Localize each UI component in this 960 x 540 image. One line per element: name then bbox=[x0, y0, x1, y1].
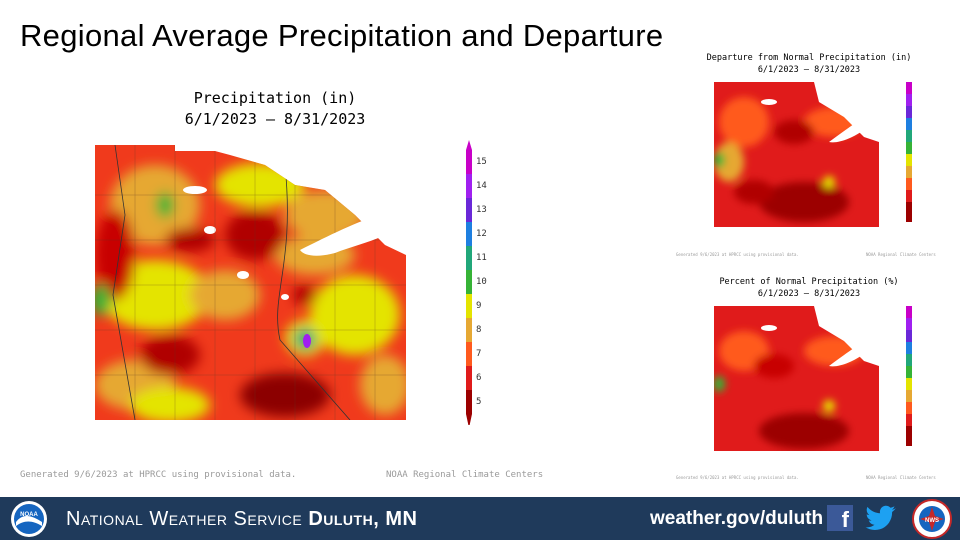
departure-map-legend bbox=[906, 82, 912, 222]
legend-swatch bbox=[466, 246, 472, 270]
legend-swatch bbox=[466, 366, 472, 390]
legend-swatch bbox=[466, 222, 472, 246]
legend-label-11: 11 bbox=[476, 253, 487, 263]
legend-label-12: 12 bbox=[476, 229, 487, 239]
departure-map bbox=[714, 82, 879, 227]
percent-map-title: Percent of Normal Precipitation (%) 6/1/… bbox=[700, 276, 918, 300]
departure-generated-note: Generated 9/6/2023 at HPRCC using provis… bbox=[676, 252, 799, 257]
slide-title: Regional Average Precipitation and Depar… bbox=[20, 18, 664, 53]
legend-swatch bbox=[466, 150, 472, 174]
noaa-logo-icon[interactable]: NOAA bbox=[10, 500, 48, 538]
legend-swatch bbox=[466, 198, 472, 222]
legend-label-6: 6 bbox=[476, 373, 482, 383]
legend-swatch bbox=[466, 390, 472, 414]
twitter-icon[interactable] bbox=[865, 505, 897, 531]
facebook-icon[interactable]: f bbox=[827, 505, 853, 531]
legend-arrow-bottom bbox=[466, 414, 472, 425]
legend-label-13: 13 bbox=[476, 205, 487, 215]
legend-label-10: 10 bbox=[476, 277, 487, 287]
legend-label-5: 5 bbox=[476, 397, 482, 407]
legend-swatch bbox=[466, 318, 472, 342]
main-map-source-note: NOAA Regional Climate Centers bbox=[386, 470, 544, 480]
legend-label-14: 14 bbox=[476, 181, 487, 191]
departure-map-title: Departure from Normal Precipitation (in)… bbox=[700, 52, 918, 76]
noaa-logo-text: NOAA bbox=[20, 512, 38, 518]
legend-swatch bbox=[466, 342, 472, 366]
footer-website-link[interactable]: weather.gov/duluth bbox=[650, 508, 824, 529]
main-map-title-line2: 6/1/2023 – 8/31/2023 bbox=[184, 110, 366, 128]
footer-bar bbox=[0, 497, 960, 540]
departure-map-title-line1: Departure from Normal Precipitation (in) bbox=[706, 53, 912, 63]
nws-logo-text: NWS bbox=[925, 518, 939, 524]
legend-label-9: 9 bbox=[476, 301, 482, 311]
percent-map-title-line1: Percent of Normal Precipitation (%) bbox=[719, 277, 899, 287]
legend-swatch bbox=[466, 294, 472, 318]
percent-map bbox=[714, 306, 879, 451]
nws-logo-icon[interactable]: NWS bbox=[912, 499, 952, 539]
percent-generated-note: Generated 9/6/2023 at HPRCC using provis… bbox=[676, 475, 799, 480]
legend-label-8: 8 bbox=[476, 325, 482, 335]
footer-org-office: Duluth, MN bbox=[308, 508, 418, 530]
percent-map-legend bbox=[906, 306, 912, 446]
departure-source-note: NOAA Regional Climate Centers bbox=[866, 252, 936, 257]
legend-label-15: 15 bbox=[476, 157, 487, 167]
main-map-title-line1: Precipitation (in) bbox=[193, 89, 357, 107]
percent-source-note: NOAA Regional Climate Centers bbox=[866, 475, 936, 480]
main-map-title: Precipitation (in) 6/1/2023 – 8/31/2023 bbox=[150, 88, 400, 130]
percent-map-title-line2: 6/1/2023 – 8/31/2023 bbox=[757, 289, 861, 299]
footer-org-name: National Weather Service Duluth, MN bbox=[66, 508, 417, 531]
footer-org-prefix: National Weather Service bbox=[66, 508, 303, 530]
departure-map-title-line2: 6/1/2023 – 8/31/2023 bbox=[757, 65, 861, 75]
main-map-legend bbox=[466, 140, 472, 425]
main-map-generated-note: Generated 9/6/2023 at HPRCC using provis… bbox=[20, 470, 297, 480]
legend-swatch bbox=[466, 174, 472, 198]
main-precip-map bbox=[95, 145, 406, 420]
legend-swatch bbox=[466, 270, 472, 294]
legend-label-7: 7 bbox=[476, 349, 482, 359]
legend-arrow-top bbox=[466, 140, 472, 150]
